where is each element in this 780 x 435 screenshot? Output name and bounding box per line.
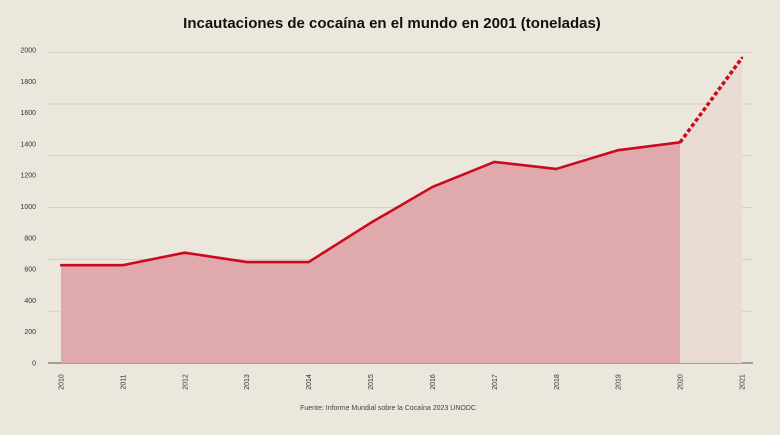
y-tick-label: 1000 bbox=[20, 204, 36, 211]
x-tick-label: 2020 bbox=[678, 374, 685, 390]
data-point-2016 bbox=[431, 185, 434, 189]
y-tick-label: 200 bbox=[24, 329, 36, 336]
y-tick-label: 600 bbox=[24, 267, 36, 274]
x-tick-label: 2021 bbox=[740, 374, 747, 390]
data-point-2014 bbox=[307, 260, 310, 264]
x-tick-label: 2017 bbox=[492, 374, 499, 390]
data-point-2019 bbox=[616, 148, 620, 152]
y-tick-label: 400 bbox=[24, 298, 36, 305]
data-point-2013 bbox=[245, 260, 248, 264]
x-tick-label: 2019 bbox=[616, 374, 623, 390]
y-tick-label: 1400 bbox=[20, 141, 36, 148]
y-tick-label: 800 bbox=[24, 235, 36, 242]
x-tick-label: 2010 bbox=[59, 374, 66, 390]
data-point-2020 bbox=[678, 141, 682, 144]
chart-title: Incautaciones de cocaína en el mundo en … bbox=[183, 15, 601, 32]
projected-line bbox=[678, 56, 744, 144]
y-tick-label: 1600 bbox=[20, 110, 36, 117]
data-point-2011 bbox=[121, 263, 125, 267]
x-tick-label: 2018 bbox=[554, 374, 561, 390]
source-note: Fuente: Informe Mundial sobre la Cocaína… bbox=[300, 405, 476, 412]
data-point-2012 bbox=[183, 251, 187, 254]
projected-area bbox=[680, 57, 742, 363]
data-point-2017 bbox=[493, 160, 496, 164]
area-fill bbox=[61, 142, 681, 363]
y-tick-label: 1800 bbox=[20, 79, 36, 86]
data-point-2010 bbox=[59, 263, 63, 267]
data-point-2018 bbox=[555, 167, 558, 171]
x-tick-label: 2016 bbox=[430, 374, 437, 390]
data-point-2021 bbox=[740, 56, 744, 60]
data-point-2015 bbox=[369, 221, 372, 225]
y-tick-label: 0 bbox=[32, 361, 36, 368]
x-tick-label: 2011 bbox=[120, 374, 127, 389]
y-tick-label: 2000 bbox=[20, 48, 36, 55]
x-tick-label: 2013 bbox=[244, 374, 251, 390]
y-tick-label: 1200 bbox=[20, 173, 36, 180]
x-tick-label: 2012 bbox=[182, 374, 189, 390]
x-tick-label: 2015 bbox=[368, 374, 375, 390]
x-tick-label: 2014 bbox=[306, 374, 313, 390]
